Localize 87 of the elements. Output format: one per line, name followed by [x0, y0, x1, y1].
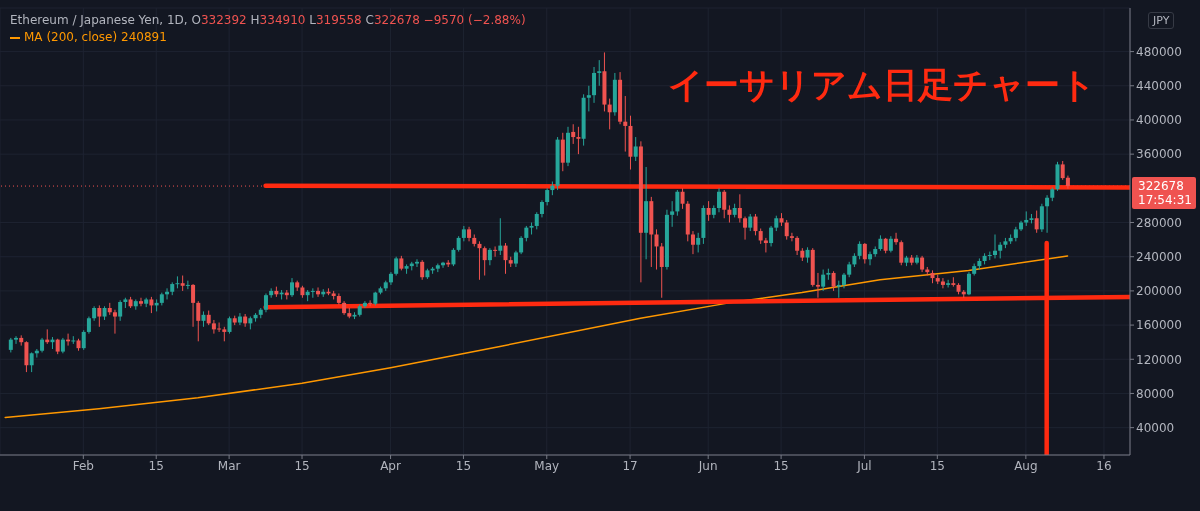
candlestick — [654, 228, 659, 271]
x-tick-label: 15 — [294, 458, 310, 473]
candlestick — [717, 187, 722, 213]
candlestick — [940, 277, 945, 289]
candlestick — [706, 200, 711, 222]
candlestick — [815, 272, 820, 299]
candlestick — [946, 279, 951, 288]
candlestick — [493, 245, 498, 258]
candlestick — [868, 251, 873, 266]
x-tick-label: Feb — [72, 458, 94, 473]
candlestick — [862, 242, 867, 265]
x-tick-label: 15 — [929, 458, 945, 473]
candlestick — [498, 217, 503, 256]
candlestick — [795, 235, 800, 256]
candlestick — [576, 126, 581, 155]
y-tick-label: 120000 — [1136, 352, 1182, 367]
annotation: 240891 — [121, 30, 167, 44]
candlestick — [560, 132, 565, 172]
text: イーサリアム日足チャート — [668, 64, 1096, 107]
candlestick — [1034, 210, 1039, 234]
text: 17:54:31 — [1138, 193, 1192, 208]
legend-label: MA (200, close) — [24, 30, 118, 44]
candlestick — [237, 312, 242, 326]
candlestick — [722, 189, 727, 219]
y-tick-label: 360000 — [1136, 147, 1182, 162]
candlestick — [607, 98, 612, 130]
candlestick — [290, 277, 295, 298]
candlestick — [482, 245, 487, 277]
y-tick-label: 280000 — [1136, 215, 1182, 230]
candlestick — [420, 259, 425, 281]
y-tick-label: 160000 — [1136, 318, 1182, 333]
candlestick — [831, 270, 836, 292]
candlestick — [597, 59, 602, 87]
x-tick-label: 17 — [622, 458, 638, 473]
candlestick — [696, 232, 701, 253]
candlestick — [477, 240, 482, 281]
candlestick — [690, 230, 695, 255]
ref-line-label: 322678 — [1138, 179, 1184, 194]
candlestick — [633, 136, 638, 162]
x-tick-label: 15 — [455, 458, 472, 473]
y-tick-label: 400000 — [1136, 113, 1182, 128]
x-tick-label: May — [534, 458, 560, 473]
candlestick — [571, 123, 576, 145]
x-tick-label: 16 — [1096, 458, 1112, 473]
candlestick — [336, 292, 341, 306]
y-tick-label: 240000 — [1136, 249, 1182, 264]
x-tick-label: Apr — [380, 458, 401, 473]
candlestick — [993, 233, 998, 259]
x-tick-label: Jul — [856, 458, 872, 473]
candlestick — [503, 242, 508, 275]
candlestick — [675, 189, 680, 217]
candlestick — [966, 271, 971, 296]
y-tick-label: 200000 — [1136, 284, 1182, 299]
candlestick — [1045, 194, 1050, 234]
candlestick — [586, 85, 591, 112]
x-tick-label: Aug — [1014, 458, 1038, 473]
candlestick — [659, 242, 664, 299]
y-tick-label: 80000 — [1136, 386, 1175, 401]
candlestick — [368, 299, 373, 307]
x-tick-label: 15 — [773, 458, 789, 473]
y-tick-label: 40000 — [1136, 420, 1175, 435]
candlestick — [592, 66, 597, 104]
candlestick — [680, 187, 685, 210]
candlestick — [263, 292, 268, 313]
x-tick-label: Mar — [217, 458, 241, 473]
candlestick — [784, 219, 789, 241]
candlestick — [753, 213, 758, 236]
text: Ethereum / Japanese Yen, 1D, O332392 H334910 L319558 C322678 −9570 (−2.88%) — [10, 13, 526, 27]
candlestick — [394, 256, 399, 277]
y-tick-label: 480000 — [1136, 44, 1182, 59]
candlestick — [763, 237, 768, 253]
candlestick — [414, 258, 419, 268]
y-axis-title: JPY — [1148, 12, 1175, 29]
candlestick — [743, 216, 748, 241]
candlestick — [789, 232, 794, 242]
candlestick — [737, 193, 742, 224]
candlestick — [821, 269, 826, 292]
candlestick — [310, 287, 315, 299]
candlestick — [623, 95, 628, 153]
candlestick — [769, 225, 774, 247]
x-tick-label: 15 — [148, 458, 164, 473]
candlestick — [1060, 160, 1065, 181]
x-tick-label: Jun — [697, 458, 718, 473]
y-tick-label: 440000 — [1136, 79, 1182, 94]
candlestick — [670, 200, 675, 228]
candlestick — [1039, 203, 1044, 233]
candlestick — [899, 239, 904, 266]
